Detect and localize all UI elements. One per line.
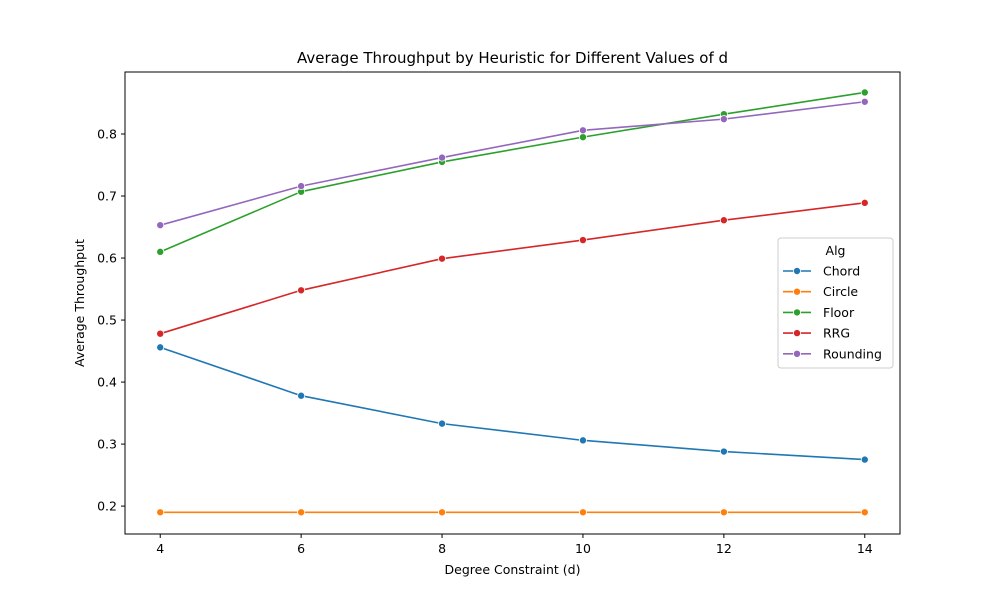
x-tick-label: 8 (438, 541, 446, 556)
series-group (156, 88, 869, 517)
data-point-chord (438, 419, 447, 428)
data-point-chord (297, 391, 306, 400)
series-line-rounding (160, 100, 865, 226)
series-circle (156, 508, 869, 517)
data-point-rounding (719, 115, 728, 124)
x-tick-label: 12 (716, 541, 732, 556)
series-line-chord (159, 346, 865, 461)
x-tick-label: 14 (857, 541, 873, 556)
y-tick-label: 0.5 (97, 313, 117, 328)
x-axis-ticks: 4 6 8 10 12 14 (156, 534, 873, 556)
data-point-circle (860, 508, 869, 517)
data-point-chord (719, 447, 728, 456)
data-point-rounding (156, 221, 165, 230)
legend-item-chord: Chord (783, 264, 860, 279)
legend-swatch-marker (793, 308, 802, 317)
legend: Alg Chord Circle Floor RRG Rounding (777, 237, 894, 369)
y-tick-label: 0.6 (97, 251, 117, 266)
data-point-rrg (578, 236, 587, 245)
y-tick-label: 0.3 (97, 437, 117, 452)
legend-item-rrg: RRG (783, 326, 850, 341)
legend-label: Rounding (823, 346, 882, 361)
x-tick-label: 4 (156, 541, 164, 556)
data-point-floor (578, 133, 587, 142)
legend-label: Chord (823, 264, 860, 279)
legend-swatch-marker (793, 329, 802, 338)
data-point-circle (719, 508, 728, 517)
data-point-chord (156, 343, 165, 352)
data-point-circle (438, 508, 447, 517)
legend-label: Circle (823, 284, 858, 299)
y-tick-label: 0.2 (97, 499, 117, 514)
legend-title: Alg (826, 243, 846, 258)
y-axis-label: Average Throughput (72, 239, 87, 367)
data-point-chord (860, 455, 869, 464)
legend-item-circle: Circle (783, 284, 858, 299)
data-point-circle (297, 508, 306, 517)
y-axis-ticks: 0.2 0.3 0.4 0.5 0.6 0.7 0.8 (97, 127, 125, 514)
legend-item-rounding: Rounding (783, 346, 882, 361)
data-point-circle (578, 508, 587, 517)
x-tick-label: 10 (575, 541, 591, 556)
data-point-rrg (297, 286, 306, 295)
legend-swatch-marker (793, 287, 802, 296)
data-point-rounding (578, 126, 587, 135)
x-axis-label: Degree Constraint (d) (445, 562, 581, 577)
data-point-circle (156, 508, 165, 517)
data-point-floor (156, 247, 165, 256)
legend-item-floor: Floor (783, 305, 855, 320)
legend-swatch-marker (793, 266, 802, 275)
data-point-rrg (719, 216, 728, 225)
data-point-rrg (860, 198, 869, 207)
legend-swatch-marker (793, 349, 802, 358)
series-line-rrg (159, 202, 865, 335)
data-point-rounding (297, 182, 306, 191)
data-point-chord (578, 436, 587, 445)
series-chord (156, 343, 869, 464)
series-line-floor (159, 91, 865, 253)
plot-area (124, 71, 901, 535)
series-rrg (156, 198, 869, 338)
legend-label: Floor (823, 305, 855, 320)
data-point-rounding (438, 153, 447, 162)
data-point-floor (860, 88, 869, 97)
y-tick-label: 0.7 (97, 189, 117, 204)
chart-title: Average Throughput by Heuristic for Diff… (297, 49, 728, 67)
data-point-rounding (860, 97, 869, 106)
legend-label: RRG (823, 326, 850, 341)
series-rounding (156, 97, 869, 230)
data-point-rrg (156, 329, 165, 338)
y-tick-label: 0.4 (97, 375, 117, 390)
plot-frame (124, 71, 901, 535)
y-tick-label: 0.8 (97, 127, 117, 142)
data-point-rrg (438, 254, 447, 263)
x-tick-label: 6 (297, 541, 305, 556)
